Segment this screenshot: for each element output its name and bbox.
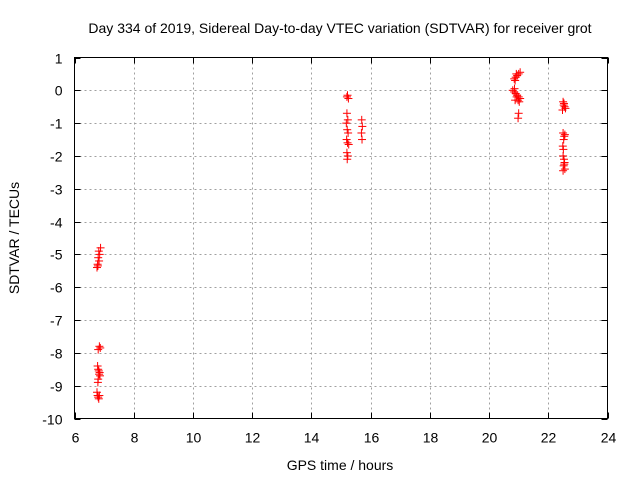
- data-point: [512, 92, 521, 101]
- data-point: [342, 109, 351, 118]
- plot-frame: [74, 57, 608, 419]
- data-point: [343, 91, 352, 100]
- x-tick-label: 8: [131, 430, 139, 446]
- x-tick-label: 6: [72, 430, 80, 446]
- y-tick-label: -7: [50, 313, 63, 329]
- data-point: [94, 365, 103, 374]
- data-point: [560, 130, 569, 139]
- data-point: [95, 371, 104, 380]
- x-tick-label: 14: [304, 430, 320, 446]
- data-point: [514, 114, 523, 123]
- data-point: [357, 128, 366, 137]
- data-point: [95, 250, 104, 259]
- data-point: [344, 140, 353, 149]
- data-point: [559, 166, 568, 175]
- data-point: [93, 261, 102, 270]
- data-point: [343, 115, 352, 124]
- y-tick-label: -10: [42, 412, 62, 428]
- chart-title: Day 334 of 2019, Sidereal Day-to-day VTE…: [88, 20, 591, 36]
- data-point: [95, 391, 104, 400]
- data-point: [514, 96, 523, 105]
- y-tick-label: -3: [50, 182, 63, 198]
- data-point: [560, 160, 569, 169]
- data-point: [343, 151, 352, 160]
- y-tick-label: -9: [50, 379, 63, 395]
- data-point: [95, 370, 104, 379]
- data-point: [514, 109, 523, 118]
- y-tick-label: -5: [50, 247, 63, 263]
- data-point: [96, 343, 105, 352]
- data-point: [94, 247, 103, 256]
- data-point: [94, 393, 103, 402]
- data-point: [96, 243, 105, 252]
- x-tick-label: 18: [423, 430, 439, 446]
- y-tick-label: 1: [55, 51, 63, 67]
- data-point: [560, 132, 569, 141]
- data-point: [344, 128, 353, 137]
- y-tick-label: -4: [50, 215, 63, 231]
- data-point: [93, 361, 102, 370]
- data-point: [342, 119, 351, 128]
- y-axis-label: SDTVAR / TECUs: [6, 182, 22, 294]
- data-point: [358, 135, 367, 144]
- data-point: [344, 94, 353, 103]
- x-tick-label: 10: [186, 430, 202, 446]
- data-point: [343, 125, 352, 134]
- data-point: [560, 102, 569, 111]
- y-tick-label: -8: [50, 346, 63, 362]
- data-point: [343, 138, 352, 147]
- data-point: [558, 106, 567, 115]
- x-tick-label: 16: [364, 430, 380, 446]
- axis-ticks: 6 8 10 12 14 16 18 20 22 2410-1-2-3-4-5-6-7-8-9-1…: [42, 51, 616, 446]
- x-tick-label: 20: [482, 430, 498, 446]
- data-point: [94, 394, 103, 403]
- data-point: [516, 94, 525, 103]
- data-point: [511, 76, 520, 85]
- data-point: [95, 342, 104, 351]
- data-point: [357, 115, 366, 124]
- data-point: [559, 99, 568, 108]
- data-point: [559, 161, 568, 170]
- x-axis-label: GPS time / hours: [287, 457, 394, 473]
- data-points: [93, 68, 570, 403]
- grid-lines: [74, 57, 608, 419]
- data-point: [559, 128, 568, 137]
- data-point: [559, 97, 568, 106]
- y-tick-label: 0: [55, 83, 63, 99]
- data-point: [342, 135, 351, 144]
- data-point: [560, 165, 569, 174]
- x-tick-label: 24: [601, 430, 617, 446]
- data-point: [94, 345, 103, 354]
- x-tick-label: 22: [541, 430, 557, 446]
- y-tick-label: -2: [50, 149, 63, 165]
- data-point: [510, 84, 519, 93]
- data-point: [343, 155, 352, 164]
- data-point: [93, 378, 102, 387]
- data-point: [512, 69, 521, 78]
- data-point: [559, 135, 568, 144]
- data-point: [93, 263, 102, 272]
- data-point: [558, 142, 567, 151]
- data-point: [342, 92, 351, 101]
- data-point: [559, 151, 568, 160]
- data-point: [95, 256, 104, 265]
- data-point: [94, 253, 103, 262]
- x-tick-label: 12: [245, 430, 261, 446]
- y-tick-label: -6: [50, 280, 63, 296]
- data-point: [516, 68, 525, 77]
- y-tick-label: -1: [50, 116, 63, 132]
- data-point: [515, 97, 524, 106]
- data-point: [358, 122, 367, 131]
